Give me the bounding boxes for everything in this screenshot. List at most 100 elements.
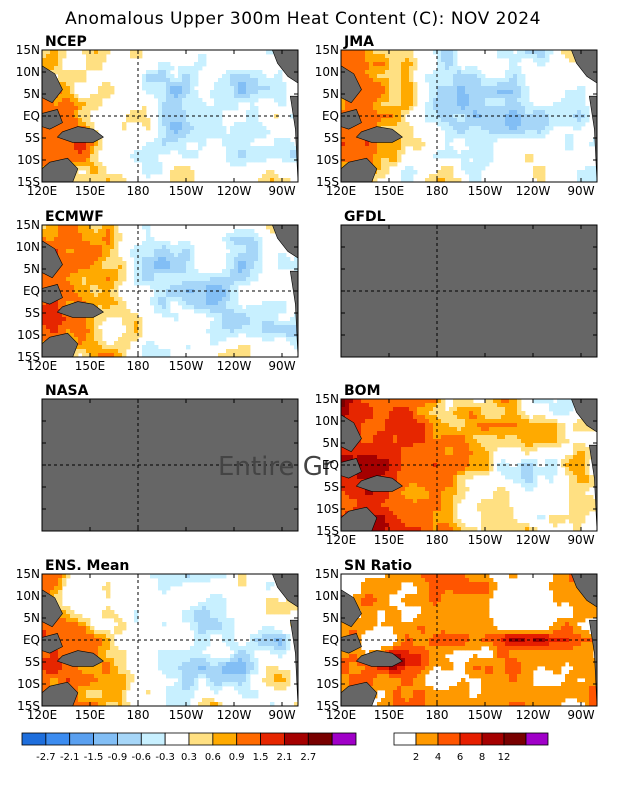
- colorbar-label: 2.7: [300, 752, 316, 763]
- colorbar-label: 0.9: [229, 752, 245, 763]
- panel-label: JMA: [343, 34, 374, 50]
- land-mask: [42, 681, 79, 706]
- lon-tick-label: 180: [426, 184, 449, 198]
- panel-label: NCEP: [45, 34, 87, 50]
- colorbar-swatch: [188, 732, 214, 746]
- lon-tick-label: 150W: [468, 533, 503, 547]
- colorbar-label: 1.5: [253, 752, 269, 763]
- lat-tick-label: 5S: [324, 480, 339, 494]
- no-data-text: Entire Grid: [218, 452, 357, 482]
- panel-label: ECMWF: [45, 209, 104, 225]
- colorbar-swatch: [459, 732, 483, 746]
- colorbar-label: -1.5: [84, 752, 104, 763]
- colorbar-swatch: [45, 732, 71, 746]
- land-mask: [42, 109, 63, 130]
- lon-tick-label: 120W: [217, 359, 252, 373]
- land-mask: [355, 475, 403, 492]
- colorbar-swatch: [503, 732, 527, 746]
- lat-tick-label: 15S: [17, 699, 40, 713]
- lat-tick-label: 15N: [16, 43, 40, 57]
- land-mask: [571, 399, 597, 433]
- lat-tick-label: 5S: [324, 655, 339, 669]
- land-mask: [341, 65, 362, 104]
- lon-tick-label: 180: [426, 708, 449, 722]
- lon-tick-label: 120E: [326, 184, 357, 198]
- lat-tick-label: 10N: [315, 414, 339, 428]
- lon-tick-label: 120E: [27, 359, 58, 373]
- lon-tick-label: 90W: [268, 359, 295, 373]
- land-mask: [42, 240, 63, 279]
- colorbar-swatch: [117, 732, 142, 746]
- lat-tick-label: 15S: [17, 175, 40, 189]
- land-mask: [42, 332, 79, 357]
- lon-tick-label: 150W: [169, 184, 204, 198]
- land-mask: [42, 284, 63, 305]
- lat-tick-label: 10S: [316, 153, 339, 167]
- lon-tick-label: 150E: [374, 708, 405, 722]
- land-mask: [571, 574, 597, 608]
- lat-tick-label: 5N: [322, 611, 339, 625]
- colorbar-swatch: [21, 732, 47, 746]
- land-mask: [588, 619, 597, 706]
- lat-tick-label: 15S: [316, 524, 339, 538]
- lat-tick-label: 15S: [316, 175, 339, 189]
- colorbar-swatch: [284, 732, 309, 746]
- colorbar-label: 0.6: [205, 752, 221, 763]
- land-mask: [42, 589, 63, 628]
- colorbar-swatch: [260, 732, 285, 746]
- land-mask: [42, 157, 79, 182]
- lon-tick-label: 150W: [169, 708, 204, 722]
- lat-tick-label: 5S: [25, 655, 40, 669]
- colorbar-swatch: [331, 732, 357, 746]
- colorbar-swatch: [415, 732, 439, 746]
- lon-tick-label: 90W: [567, 184, 594, 198]
- land-mask: [341, 414, 362, 453]
- lon-tick-label: 120E: [326, 533, 357, 547]
- colorbar-label: 0.3: [181, 752, 197, 763]
- land-mask: [588, 444, 597, 531]
- lat-tick-label: 10N: [16, 240, 40, 254]
- heatmap-field: [42, 50, 298, 182]
- panel-nasa: NASA Entire Grid: [41, 383, 357, 532]
- colorbar-label: -0.3: [155, 752, 175, 763]
- lon-tick-label: 150W: [468, 708, 503, 722]
- lat-tick-label: EQ: [23, 633, 40, 647]
- lat-tick-label: 5S: [324, 131, 339, 145]
- lat-tick-label: 15S: [17, 350, 40, 364]
- land-mask: [355, 126, 403, 143]
- lon-tick-label: 150E: [75, 184, 106, 198]
- colorbar-label: 8: [479, 752, 485, 763]
- lat-tick-label: EQ: [322, 633, 339, 647]
- lat-tick-label: 15N: [315, 567, 339, 581]
- colorbar-swatch: [481, 732, 505, 746]
- colorbar-label: -2.1: [60, 752, 80, 763]
- lat-tick-label: 10S: [316, 502, 339, 516]
- land-mask: [289, 270, 298, 357]
- colorbar-label: 12: [498, 752, 511, 763]
- land-mask: [588, 95, 597, 182]
- panel-label: SN Ratio: [344, 558, 412, 574]
- colorbar-label: 2.1: [276, 752, 292, 763]
- heatmap-field: [341, 50, 597, 182]
- colorbar-swatch: [393, 732, 417, 746]
- colorbar-label: -2.7: [36, 752, 56, 763]
- lat-tick-label: 5S: [25, 306, 40, 320]
- lon-tick-label: 180: [127, 184, 150, 198]
- land-mask: [341, 109, 362, 130]
- colorbar-swatch: [93, 732, 118, 746]
- lat-tick-label: 5N: [23, 87, 40, 101]
- lat-tick-label: 5N: [322, 436, 339, 450]
- lat-tick-label: EQ: [23, 109, 40, 123]
- colorbar-label: 2: [413, 752, 419, 763]
- lon-tick-label: 90W: [567, 533, 594, 547]
- colorbar-label: -0.6: [132, 752, 152, 763]
- land-mask: [355, 650, 403, 667]
- land-mask: [341, 589, 362, 628]
- lon-tick-label: 180: [127, 359, 150, 373]
- land-mask: [56, 650, 104, 667]
